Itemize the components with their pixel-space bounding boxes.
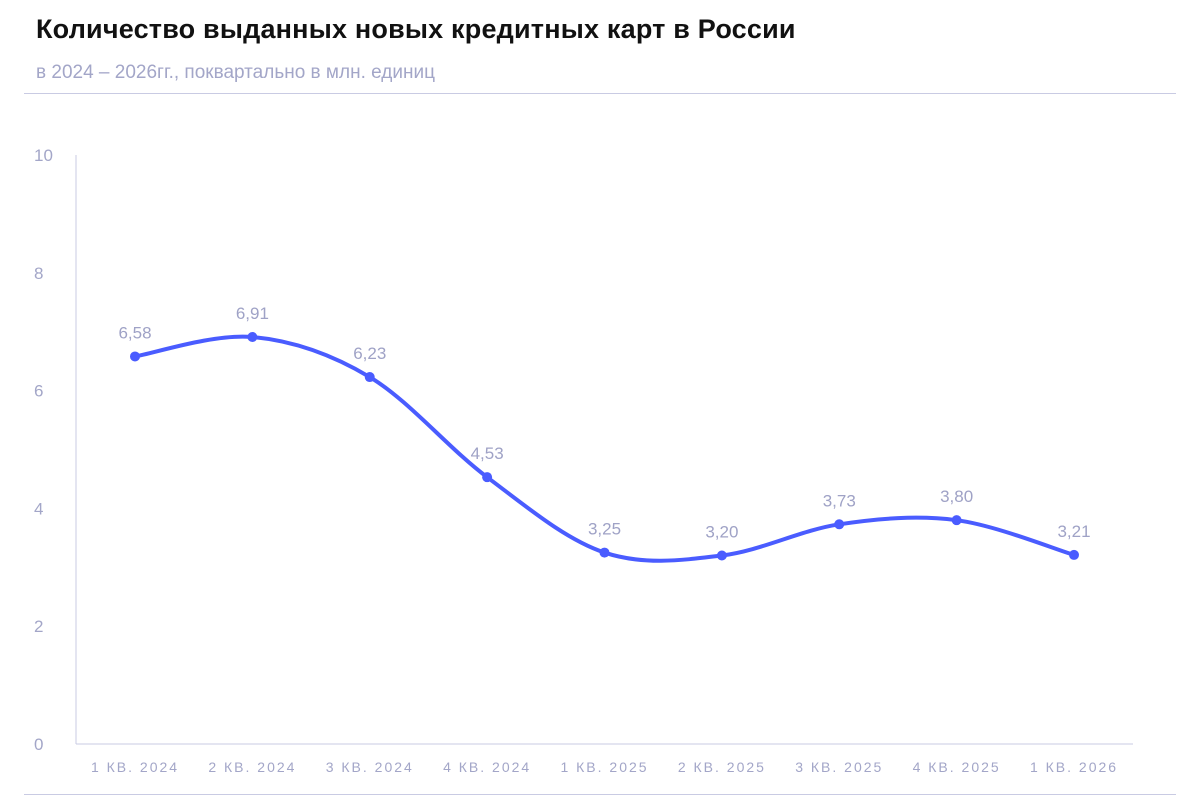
chart-subtitle: в 2024 – 2026гг., поквартально в млн. ед…: [36, 62, 435, 83]
data-label: 3,73: [823, 491, 856, 510]
x-tick-label: 2 КВ. 2024: [208, 759, 296, 775]
data-labels: 6,58 6,91 6,23 4,53 3,25 3,20 3,73 3,80 3,21: [118, 304, 1090, 542]
data-label: 6,58: [118, 323, 151, 342]
data-label: 6,23: [353, 344, 386, 363]
data-point: [1069, 549, 1079, 560]
data-label: 3,20: [705, 523, 738, 542]
y-tick-label: 0: [34, 735, 43, 754]
chart-title: Количество выданных новых кредитных карт…: [36, 14, 796, 44]
data-label: 6,91: [236, 304, 269, 323]
header-divider: [24, 93, 1176, 94]
x-tick-label: 1 КВ. 2026: [1030, 759, 1118, 775]
x-tick-label: 2 КВ. 2025: [678, 759, 766, 775]
data-point: [130, 351, 140, 362]
data-points: [130, 332, 1079, 561]
footer-divider: [24, 794, 1176, 795]
y-tick-label: 2: [34, 617, 43, 636]
y-tick-label: 8: [34, 264, 43, 283]
x-tick-label: 4 КВ. 2024: [443, 759, 531, 775]
x-tick-label: 4 КВ. 2025: [913, 759, 1001, 775]
y-tick-label: 4: [34, 499, 43, 518]
data-label: 3,25: [588, 520, 621, 539]
data-point: [482, 472, 493, 483]
data-point: [247, 332, 258, 343]
y-tick-label: 10: [34, 146, 53, 165]
data-point: [951, 515, 962, 526]
data-label: 3,80: [940, 487, 973, 506]
data-point: [364, 372, 375, 383]
data-label: 4,53: [471, 444, 504, 463]
x-tick-label: 1 КВ. 2025: [560, 759, 648, 775]
data-point: [599, 547, 610, 558]
y-tick-labels: 0 2 4 6 8 10: [34, 146, 53, 754]
x-tick-label: 3 КВ. 2025: [795, 759, 883, 775]
y-tick-label: 6: [34, 382, 43, 401]
x-tick-label: 1 КВ. 2024: [91, 759, 179, 775]
data-label: 3,21: [1057, 522, 1090, 541]
x-tick-labels: 1 КВ. 2024 2 КВ. 2024 3 КВ. 2024 4 КВ. 2024…: [91, 759, 1118, 775]
x-tick-label: 3 КВ. 2024: [326, 759, 414, 775]
data-point: [834, 519, 845, 530]
data-point: [716, 550, 727, 561]
